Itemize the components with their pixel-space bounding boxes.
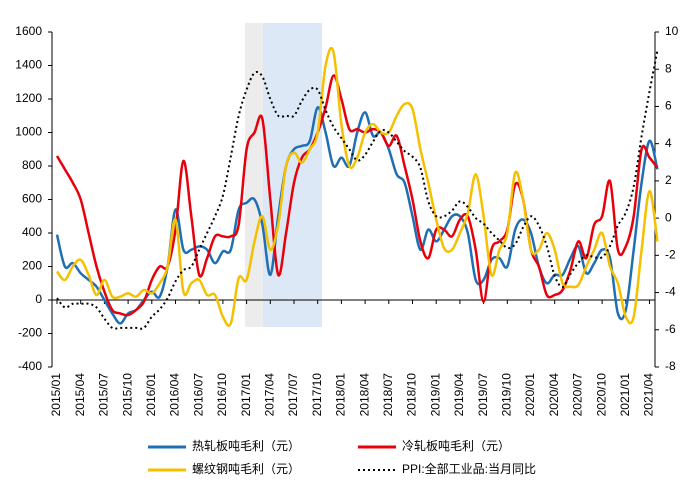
y-tick-label: 600: [22, 192, 42, 206]
x-tick-label: 2019/07: [476, 373, 490, 417]
shade-blue: [263, 23, 322, 327]
y2-tick-label: -2: [665, 248, 676, 262]
y2-tick-label: 10: [665, 24, 679, 38]
x-tick-label: 2020/04: [547, 373, 561, 417]
x-tick-label: 2019/01: [428, 373, 442, 417]
y2-tick-label: -4: [665, 285, 676, 299]
y2-tick-label: -8: [665, 359, 676, 373]
y-tick-label: 800: [22, 158, 42, 172]
x-tick-label: 2021/01: [618, 373, 632, 417]
y2-tick-label: 0: [665, 210, 672, 224]
y-tick-label: 0: [35, 292, 42, 306]
y-tick-label: 400: [22, 225, 42, 239]
x-tick-label: 2018/01: [334, 373, 348, 417]
x-tick-label: 2016/07: [191, 373, 205, 417]
x-tick-label: 2016/04: [168, 373, 182, 417]
y2-tick-label: -6: [665, 322, 676, 336]
x-tick-label: 2015/07: [97, 373, 111, 417]
x-tick-label: 2020/01: [523, 373, 537, 417]
y-tick-label: 200: [22, 259, 42, 273]
legend-label: 螺纹钢吨毛利（元）: [192, 462, 300, 476]
shade-gray: [245, 23, 263, 327]
y2-tick-label: 4: [665, 136, 672, 150]
x-tick-label: 2018/10: [405, 373, 419, 417]
y-tick-label: 1600: [15, 24, 42, 38]
y-tick-label: -200: [18, 326, 42, 340]
legend-label: 冷轧板吨毛利（元）: [402, 439, 510, 453]
x-tick-label: 2019/04: [452, 373, 466, 417]
y2-tick-label: 8: [665, 61, 672, 75]
y-tick-label: 1200: [15, 91, 42, 105]
x-tick-label: 2019/10: [499, 373, 513, 417]
x-tick-label: 2020/10: [594, 373, 608, 417]
series-line: [56, 46, 659, 328]
x-tick-label: 2016/01: [144, 373, 158, 417]
series-line: [55, 106, 659, 325]
y2-tick-label: 6: [665, 99, 672, 113]
x-tick-label: 2018/04: [357, 373, 371, 417]
x-tick-label: 2016/10: [215, 373, 229, 417]
x-tick-label: 2017/01: [239, 373, 253, 417]
legend-label: 热轧板吨毛利（元）: [192, 439, 300, 453]
y-tick-label: 1400: [15, 58, 42, 72]
x-tick-label: 2017/10: [310, 373, 324, 417]
x-tick-label: 2020/07: [571, 373, 585, 417]
x-tick-label: 2015/10: [120, 373, 134, 417]
x-tick-label: 2018/07: [381, 373, 395, 417]
series-line: [55, 74, 659, 317]
x-tick-label: 2015/04: [73, 373, 87, 417]
legend-label: PPI:全部工业品:当月同比: [402, 461, 536, 476]
x-tick-label: 2017/04: [262, 373, 276, 417]
y-tick-label: -400: [18, 359, 42, 373]
series-line: [56, 50, 659, 330]
x-tick-label: 2017/07: [286, 373, 300, 417]
y2-tick-label: 2: [665, 173, 672, 187]
x-tick-label: 2021/04: [642, 373, 656, 417]
x-tick-label: 2015/01: [49, 373, 63, 417]
y-tick-label: 1000: [15, 125, 42, 139]
